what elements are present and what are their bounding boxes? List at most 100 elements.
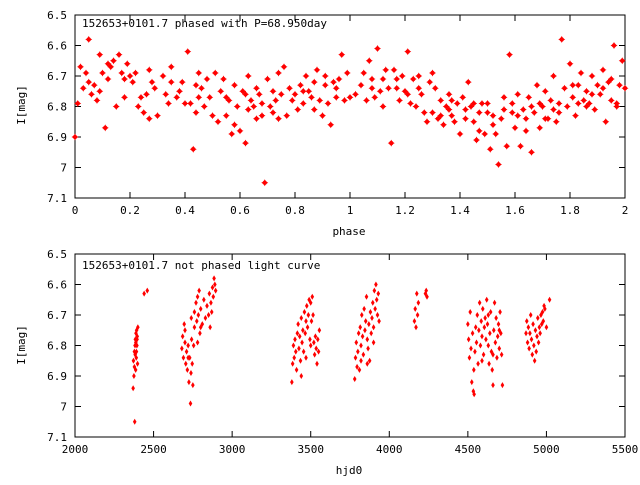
data-point xyxy=(213,70,218,76)
data-point xyxy=(411,76,416,82)
data-point xyxy=(180,345,184,352)
data-point xyxy=(193,110,199,115)
data-point xyxy=(534,82,540,88)
data-point xyxy=(482,324,487,331)
data-point xyxy=(471,119,476,124)
data-point xyxy=(205,302,209,309)
data-point xyxy=(488,330,492,337)
data-point xyxy=(535,333,539,340)
data-point xyxy=(603,119,608,124)
data-point xyxy=(132,348,137,355)
data-point xyxy=(183,339,187,346)
data-point xyxy=(235,104,240,109)
data-point xyxy=(369,76,375,82)
data-point xyxy=(187,379,191,386)
data-point xyxy=(353,92,358,97)
plot-frame xyxy=(74,253,626,438)
data-point xyxy=(402,89,408,94)
data-point xyxy=(480,357,484,364)
data-point xyxy=(315,336,320,343)
data-point xyxy=(472,391,476,398)
data-point xyxy=(284,113,289,118)
x-tick-label: 0.8 xyxy=(285,204,305,217)
data-point xyxy=(221,76,226,82)
data-point xyxy=(491,382,495,389)
data-point xyxy=(446,107,452,112)
data-point xyxy=(224,113,229,118)
data-point xyxy=(303,73,309,79)
data-point xyxy=(149,79,155,85)
data-point xyxy=(301,327,305,334)
data-point xyxy=(468,308,473,315)
y-axis-label: I[mag] xyxy=(15,325,28,365)
data-point xyxy=(609,76,614,82)
data-point xyxy=(145,287,150,294)
data-point xyxy=(515,92,520,97)
data-point xyxy=(422,110,427,115)
data-point xyxy=(259,113,265,118)
data-point xyxy=(331,79,336,85)
x-tick-label: 1.8 xyxy=(560,204,580,217)
data-point xyxy=(375,46,380,51)
data-point xyxy=(463,116,468,121)
data-point xyxy=(394,76,399,82)
data-point xyxy=(414,290,419,297)
data-point xyxy=(306,89,311,94)
data-point xyxy=(105,76,111,82)
data-point xyxy=(270,89,276,94)
data-point xyxy=(103,125,108,131)
data-point xyxy=(490,113,496,118)
data-point xyxy=(380,76,386,82)
data-point xyxy=(570,95,575,100)
data-point xyxy=(578,70,584,76)
data-point xyxy=(207,290,212,297)
data-point xyxy=(314,345,319,352)
data-point xyxy=(368,308,373,315)
data-point xyxy=(469,345,473,352)
data-point xyxy=(372,95,377,100)
data-point xyxy=(108,64,113,70)
data-point xyxy=(477,110,482,115)
data-point xyxy=(446,92,452,97)
data-point xyxy=(191,342,196,349)
data-point xyxy=(473,324,478,331)
data-point xyxy=(281,64,287,70)
data-point xyxy=(347,95,353,100)
data-point xyxy=(489,348,494,355)
data-point xyxy=(334,95,339,100)
data-point xyxy=(405,49,410,54)
data-point xyxy=(438,98,443,103)
data-point xyxy=(584,89,589,94)
y-tick-label: 6.8 xyxy=(47,101,67,114)
data-point xyxy=(614,104,619,109)
data-point xyxy=(533,327,538,334)
x-tick-label: 5000 xyxy=(533,443,560,456)
data-point xyxy=(188,101,193,106)
data-point xyxy=(311,312,315,318)
data-point xyxy=(302,308,307,315)
data-point xyxy=(466,79,471,85)
data-point xyxy=(400,73,405,79)
data-point xyxy=(133,366,138,373)
data-point xyxy=(485,110,490,115)
data-point xyxy=(570,82,575,88)
data-point xyxy=(361,351,366,358)
data-point xyxy=(414,324,418,331)
data-point xyxy=(357,366,362,373)
data-point xyxy=(211,293,216,300)
data-point xyxy=(484,336,488,343)
data-point xyxy=(495,354,499,361)
data-point xyxy=(356,330,361,337)
data-point xyxy=(306,312,311,318)
data-point xyxy=(479,101,485,106)
data-point xyxy=(301,348,306,355)
data-point xyxy=(240,89,245,94)
data-point xyxy=(97,52,102,57)
data-point xyxy=(193,82,199,88)
data-point xyxy=(537,101,542,106)
data-point xyxy=(136,104,141,109)
data-point xyxy=(581,98,586,103)
data-point xyxy=(130,79,135,85)
data-point xyxy=(463,107,468,112)
x-tick-label: 0 xyxy=(72,204,79,217)
